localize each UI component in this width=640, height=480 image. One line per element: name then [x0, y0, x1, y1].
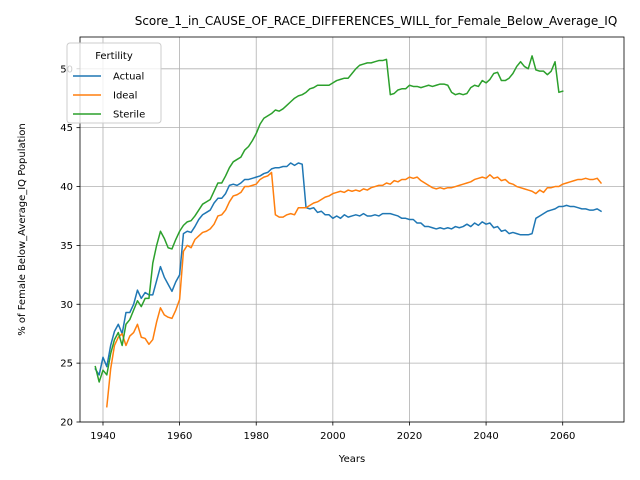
x-tick-label: 1940 [90, 431, 115, 442]
x-tick-label: 1980 [243, 431, 268, 442]
legend-label-actual: Actual [113, 72, 144, 83]
x-tick-label: 2020 [397, 431, 422, 442]
y-tick-label: 35 [60, 241, 73, 252]
y-tick-label: 30 [60, 300, 73, 311]
grid [80, 37, 624, 423]
legend-label-sterile: Sterile [113, 110, 145, 121]
x-tick-label: 2040 [473, 431, 498, 442]
legend-box [66, 42, 162, 124]
x-axis: 1940 1960 1980 2000 2020 2040 2060 [90, 422, 575, 442]
y-axis-label: % of Female Below_Average_IQ Population [17, 123, 28, 336]
y-tick-label: 25 [60, 359, 73, 370]
chart-title: Score_1_in_CAUSE_OF_RACE_DIFFERENCES_WIL… [135, 14, 618, 28]
y-tick-label: 20 [60, 418, 73, 429]
series-group [94, 55, 603, 408]
y-tick-label: 40 [60, 182, 73, 193]
series-line-sterile [94, 55, 564, 383]
legend-title: Fertility [95, 51, 133, 62]
y-tick-label: 45 [60, 123, 73, 134]
x-tick-label: 2000 [320, 431, 345, 442]
plot-frame [79, 36, 625, 423]
x-axis-label: Years [338, 454, 365, 465]
series-line-ideal [105, 171, 603, 408]
legend-label-ideal: Ideal [113, 91, 137, 102]
series-line-actual [94, 162, 603, 376]
legend: Fertility Actual Ideal Sterile [66, 42, 162, 124]
x-tick-label: 1960 [167, 431, 192, 442]
x-tick-label: 2060 [550, 431, 575, 442]
